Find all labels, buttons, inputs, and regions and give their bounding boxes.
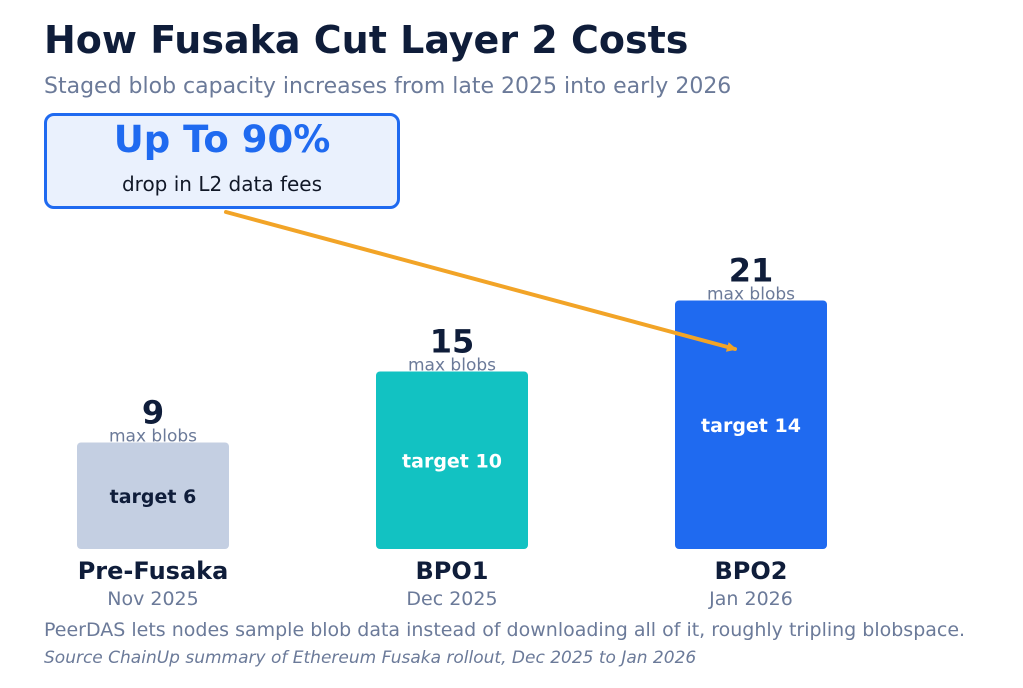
category-label: BPO1	[416, 557, 489, 585]
category-date: Dec 2025	[406, 588, 497, 610]
bar-value-label: 21	[729, 252, 774, 290]
callout-headline: Up To 90%	[113, 118, 331, 161]
bar-2	[376, 371, 528, 549]
bar-1	[77, 442, 229, 549]
bar-value-caption: max blobs	[109, 427, 197, 447]
bar-value-label: 15	[430, 323, 475, 361]
source-note: Source ChainUp summary of Ethereum Fusak…	[44, 648, 697, 668]
bar-target-label: target 6	[110, 486, 197, 508]
bar-value-caption: max blobs	[707, 285, 795, 305]
bar-target-label: target 10	[402, 450, 502, 472]
category-label: Pre-Fusaka	[78, 557, 229, 585]
category-date: Nov 2025	[107, 588, 198, 610]
bar-target-label: target 14	[701, 415, 801, 437]
bar-value-label: 9	[142, 394, 164, 432]
callout-text: drop in L2 data fees	[121, 172, 323, 196]
bar-value-caption: max blobs	[408, 356, 496, 376]
page-title: How Fusaka Cut Layer 2 Costs	[44, 18, 689, 62]
footnote: PeerDAS lets nodes sample blob data inst…	[44, 619, 966, 641]
bar-3	[675, 300, 827, 549]
page-subtitle: Staged blob capacity increases from late…	[44, 74, 732, 99]
callout-arrow	[224, 210, 737, 352]
fee-drop-callout: Up To 90% drop in L2 data fees	[44, 113, 400, 209]
category-date: Jan 2026	[708, 588, 793, 610]
category-label: BPO2	[715, 557, 788, 585]
